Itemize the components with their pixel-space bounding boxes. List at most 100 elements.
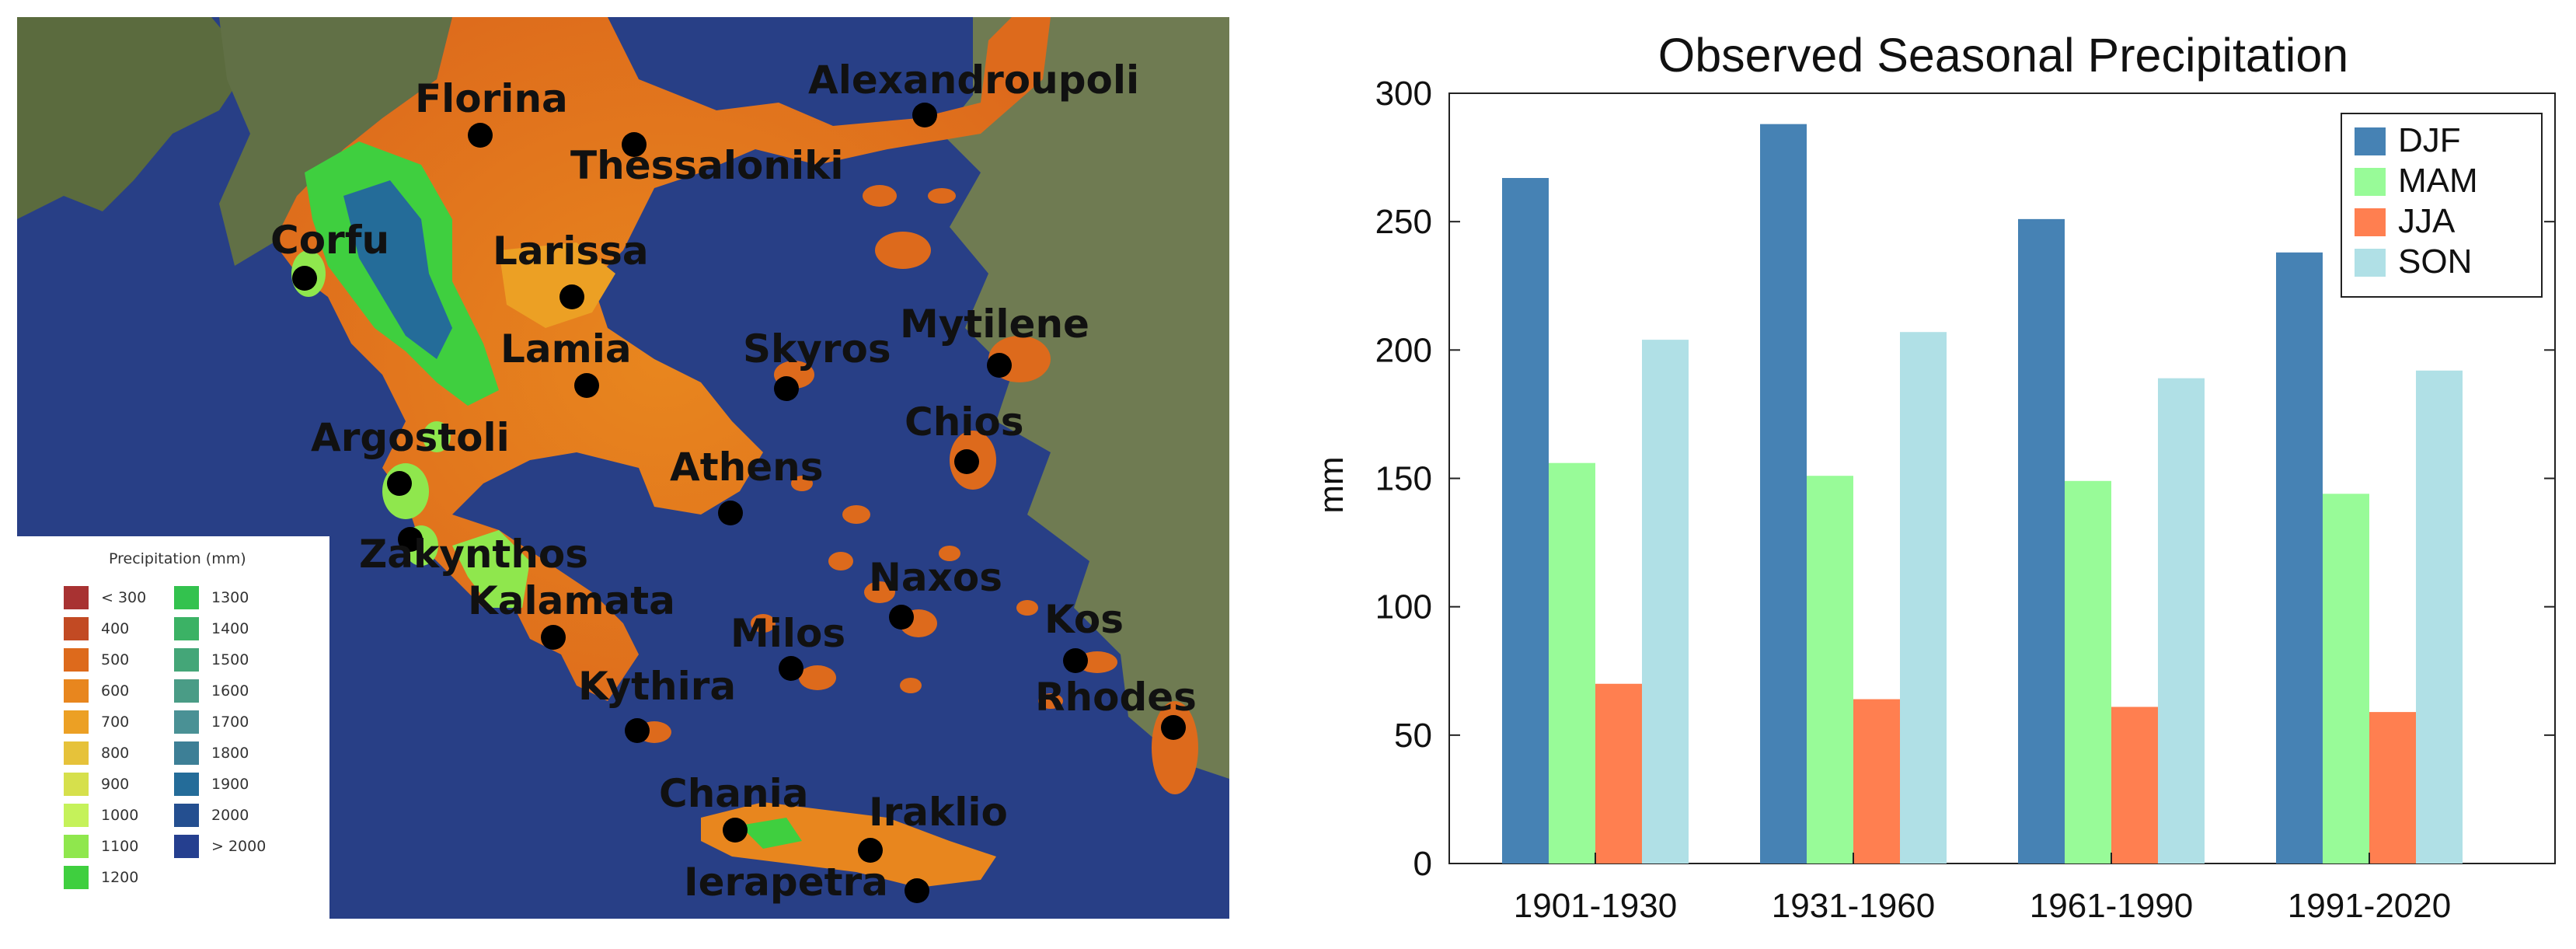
legend-label: 500 xyxy=(101,651,129,668)
legend-label-son: SON xyxy=(2398,242,2472,281)
legend-swatch xyxy=(64,804,89,827)
map-graphic: Precipitation (mm) < 300 400 500 600 700 800 9… xyxy=(17,17,1229,919)
legend-label-djf: DJF xyxy=(2398,121,2461,159)
y-tick-label: 50 xyxy=(1394,717,1432,755)
city-dot xyxy=(574,373,599,398)
city-label: Rhodes xyxy=(1035,675,1197,720)
legend-swatch xyxy=(64,648,89,672)
bar-jja-1931-1960 xyxy=(1853,699,1900,864)
legend-label: 1800 xyxy=(211,745,249,762)
city-label: Kalamata xyxy=(468,578,675,623)
legend-swatch xyxy=(64,835,89,858)
city-label: Alexandroupoli xyxy=(808,58,1139,103)
legend-label: 1500 xyxy=(211,651,249,668)
bar-mam-1931-1960 xyxy=(1807,476,1853,864)
city-dot xyxy=(954,449,979,474)
legend-swatch-djf xyxy=(2355,127,2386,155)
seasonal-precipitation-chart: Observed Seasonal Precipitation mm 0 50 10… xyxy=(1274,0,2576,945)
legend-label: 400 xyxy=(101,620,129,637)
city-dot xyxy=(1063,648,1088,673)
bar-son-1991-2020 xyxy=(2416,370,2463,864)
city-label: Thessaloniki xyxy=(570,143,844,188)
city-dot xyxy=(889,605,914,630)
city-label: Mytilene xyxy=(900,302,1089,347)
city-dot xyxy=(387,471,412,496)
city-dot xyxy=(559,284,584,309)
legend-label: 600 xyxy=(101,682,129,700)
legend-label: 1300 xyxy=(211,589,249,606)
legend-swatch xyxy=(174,710,199,734)
city-dot xyxy=(541,625,566,650)
bar-djf-1931-1960 xyxy=(1760,124,1807,864)
city-label: Ierapetra xyxy=(684,860,888,905)
city-label: Argostoli xyxy=(311,415,510,460)
bar-jja-1901-1930 xyxy=(1595,683,1642,864)
city-label: Chania xyxy=(659,771,809,816)
city-dot xyxy=(723,818,748,843)
city-dot xyxy=(1161,715,1186,740)
city-label: Corfu xyxy=(270,218,389,263)
city-dot xyxy=(718,501,743,525)
legend-swatch xyxy=(174,835,199,858)
legend-label-mam: MAM xyxy=(2398,162,2478,200)
legend-swatch xyxy=(174,741,199,765)
city-label: Naxos xyxy=(869,555,1002,600)
city-dot xyxy=(774,376,799,401)
precipitation-map: Precipitation (mm) < 300 400 500 600 700 800 9… xyxy=(17,17,1229,919)
bar-djf-1991-2020 xyxy=(2276,252,2323,864)
legend-label: 800 xyxy=(101,745,129,762)
city-dot xyxy=(905,878,929,903)
city-dot xyxy=(987,353,1012,378)
city-label: Athens xyxy=(670,445,823,490)
city-label: Milos xyxy=(730,611,845,656)
city-label: Florina xyxy=(415,76,568,121)
crete-wet-zone xyxy=(740,818,802,849)
legend-label: 1100 xyxy=(101,838,138,855)
legend-label: 1400 xyxy=(211,620,249,637)
bar-son-1961-1990 xyxy=(2158,378,2205,864)
city-dot xyxy=(292,266,317,291)
bar-mam-1901-1930 xyxy=(1549,462,1595,864)
legend-swatch xyxy=(174,773,199,796)
bar-jja-1961-1990 xyxy=(2111,707,2158,864)
city-label: Kos xyxy=(1044,597,1124,642)
legend-swatch xyxy=(174,648,199,672)
italy-landmass xyxy=(17,17,250,219)
x-tick-label: 1991-2020 xyxy=(2288,887,2451,925)
city-dot xyxy=(779,656,803,681)
y-tick-label: 100 xyxy=(1375,588,1432,626)
legend-label: 1900 xyxy=(211,776,249,793)
city-label: Zakynthos xyxy=(359,532,588,577)
city-label: Kythira xyxy=(578,664,736,709)
legend-swatch-mam xyxy=(2355,168,2386,196)
city-dot xyxy=(858,838,883,863)
city-dot xyxy=(468,123,493,148)
legend-swatch xyxy=(64,617,89,640)
bar-djf-1901-1930 xyxy=(1502,178,1549,864)
city-dot xyxy=(622,132,647,157)
legend-swatch xyxy=(64,679,89,703)
city-dot xyxy=(625,718,650,743)
legend-swatch-son xyxy=(2355,249,2386,277)
x-tick-label: 1961-1990 xyxy=(2030,887,2193,925)
legend-label: 900 xyxy=(101,776,129,793)
bar-son-1931-1960 xyxy=(1900,332,1947,864)
bar-jja-1991-2020 xyxy=(2369,712,2416,864)
turkey-landmass xyxy=(942,17,1229,779)
legend-swatch xyxy=(174,617,199,640)
city-label: Lamia xyxy=(500,326,632,372)
bar-mam-1961-1990 xyxy=(2065,480,2111,864)
legend-swatch-jja xyxy=(2355,208,2386,236)
city-dot xyxy=(912,103,937,127)
legend-label: 1200 xyxy=(101,869,138,886)
x-tick-label: 1901-1930 xyxy=(1514,887,1677,925)
legend-swatch xyxy=(174,586,199,609)
map-legend: Precipitation (mm) < 300 400 500 600 700 800 9… xyxy=(17,536,329,919)
legend-label: 1600 xyxy=(211,682,249,700)
legend-label-jja: JJA xyxy=(2398,202,2456,240)
thessaly-plain xyxy=(499,242,615,328)
x-tick-label: 1931-1960 xyxy=(1772,887,1935,925)
y-tick-label: 0 xyxy=(1413,845,1432,883)
